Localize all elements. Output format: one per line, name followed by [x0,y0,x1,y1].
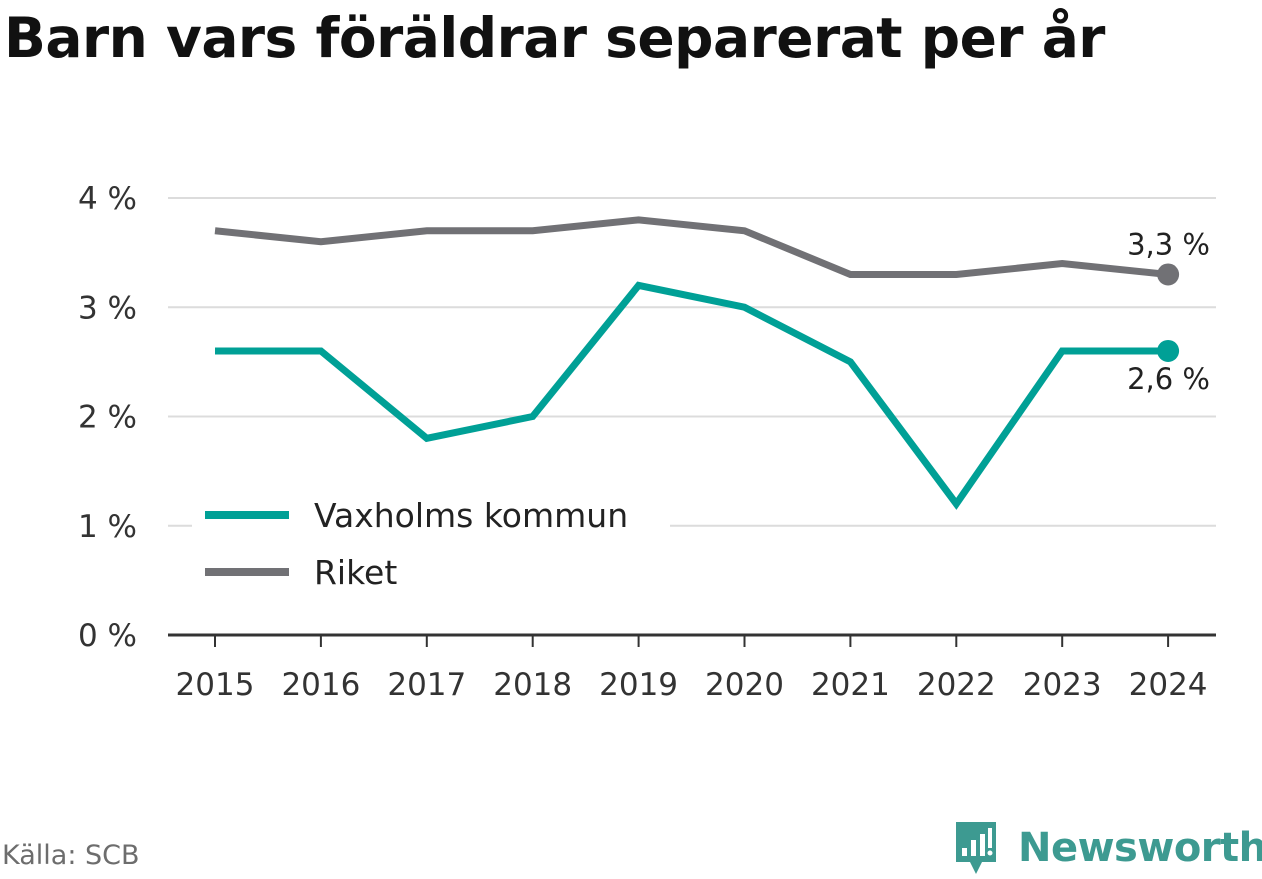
series-line [215,281,1169,510]
y-tick-label: 4 % [78,181,137,217]
x-tick-label: 2017 [387,667,466,703]
end-value-label: 2,6 % [1127,362,1210,396]
y-tick-label: 0 % [78,618,137,654]
series-line [214,216,1169,278]
line-chart: 0 % 1 % 2 % 3 % 4 % 2015 2016 2017 2018 2019 2020… [78,181,1216,703]
x-tick-label: 2021 [811,667,890,703]
legend-background [192,490,670,600]
series-lines [214,216,1180,510]
chart-title: Barn vars föräldrar separerat per år [4,6,1105,70]
x-tick-label: 2016 [281,667,360,703]
end-value-label: 3,3 % [1127,227,1210,261]
legend-label: Riket [314,553,397,592]
y-tick-label: 1 % [78,509,137,545]
x-axis: 2015 2016 2017 2018 2019 2020 2021 2022 2023 2024 [168,633,1216,703]
newsworthy-logo-icon [956,822,996,874]
y-axis-ticks: 0 % 1 % 2 % 3 % 4 % [78,181,137,654]
end-labels: 2,6 % 3,3 % [1127,227,1210,395]
x-tick-label: 2018 [493,667,572,703]
source-note: Källa: SCB [2,840,140,871]
x-tick-label: 2023 [1023,667,1102,703]
brand-logo: Newsworthy [952,818,1262,878]
x-tick-label: 2015 [176,667,255,703]
x-tick-label: 2022 [917,667,996,703]
legend: Vaxholms kommun Riket [192,490,670,600]
series-end-point [1157,263,1180,286]
x-tick-label: 2024 [1129,667,1208,703]
legend-label: Vaxholms kommun [314,496,628,535]
y-tick-label: 2 % [78,400,137,436]
x-tick-label: 2020 [705,667,784,703]
brand-name: Newsworthy [1018,825,1262,871]
y-tick-label: 3 % [78,290,137,326]
x-tick-label: 2019 [599,667,678,703]
series-end-point [1157,339,1180,362]
